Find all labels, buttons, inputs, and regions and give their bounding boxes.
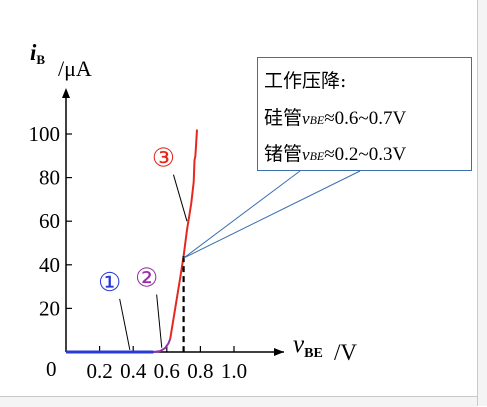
germanium-sub: BE <box>309 149 325 163</box>
y-tick-label: 80 <box>39 166 60 190</box>
region-marker-2: ② <box>135 264 158 293</box>
y-tick-label: 20 <box>39 296 60 320</box>
germanium-value: ≈0.2~0.3V <box>324 144 407 165</box>
frame-bottom-edge <box>0 396 477 407</box>
x-axis-unit: /V <box>334 340 357 365</box>
silicon-value: ≈0.6~0.7V <box>324 108 407 129</box>
callout-title: 工作压降: <box>264 70 347 92</box>
ticks: 0.2 0.4 0.6 0.8 1.0 20 40 60 80 100 <box>29 122 248 383</box>
callout-germanium: 锗管vBE≈0.2~0.3V <box>264 139 406 166</box>
y-axis-label: iB <box>30 40 45 67</box>
region-leader-2 <box>156 294 163 348</box>
y-axis-arrow <box>62 88 70 98</box>
region-marker-3: ③ <box>152 144 175 173</box>
x-axis-label: vBE <box>293 331 323 361</box>
silicon-sub: BE <box>309 113 325 127</box>
silicon-prefix: 硅管 <box>264 107 303 129</box>
silicon-var: v <box>302 109 310 128</box>
x-tick-label: 0.8 <box>187 359 213 383</box>
region-marker-1: ① <box>98 268 121 297</box>
y-axis-symbol: i <box>30 40 37 65</box>
series-lines <box>66 129 198 354</box>
y-tick-label: 100 <box>29 122 61 146</box>
y-tick-label: 40 <box>39 253 60 277</box>
series-line-3 <box>169 129 198 340</box>
annotations: ① ② ③ <box>98 144 361 352</box>
region-leader-3 <box>172 174 188 222</box>
y-axis-subscript: B <box>36 52 45 67</box>
x-axis-subscript: BE <box>304 346 323 361</box>
origin-label: 0 <box>46 357 57 381</box>
series-line-2 <box>153 338 172 353</box>
x-tick-label: 0.4 <box>120 359 147 383</box>
callout-box: 工作压降: 硅管vBE≈0.6~0.7V 锗管vBE≈0.2~0.3V <box>257 57 472 171</box>
x-axis-symbol: v <box>293 331 305 358</box>
germanium-var: v <box>302 145 310 164</box>
callout-pointer-right <box>183 170 361 259</box>
frame-right-edge <box>477 0 487 406</box>
x-tick-label: 0.2 <box>86 359 112 383</box>
region-leader-1 <box>119 298 131 350</box>
callout-pointer-left <box>183 170 301 259</box>
germanium-prefix: 锗管 <box>264 143 303 165</box>
callout-silicon: 硅管vBE≈0.6~0.7V <box>264 103 406 130</box>
y-tick-label: 60 <box>39 209 60 233</box>
x-axis-arrow <box>274 348 284 356</box>
y-axis-unit: /μA <box>58 56 92 81</box>
x-tick-label: 1.0 <box>221 359 247 383</box>
x-tick-label: 0.6 <box>154 359 180 383</box>
axis-labels: iB /μA vBE /V 0 <box>30 40 357 381</box>
